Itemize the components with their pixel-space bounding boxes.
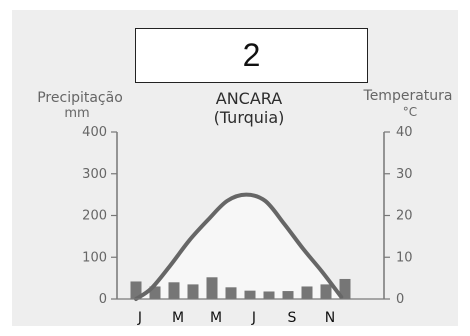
precipitation-bar xyxy=(187,284,199,299)
precipitation-bar xyxy=(168,282,180,299)
precipitation-bar xyxy=(206,277,218,299)
right-tick-label: 0 xyxy=(396,292,404,307)
precipitation-unit-label: mm xyxy=(64,106,90,121)
temperature-line xyxy=(134,192,344,301)
month-label: M xyxy=(172,310,184,326)
left-tick-label: 100 xyxy=(82,250,107,265)
month-label: N xyxy=(325,310,335,326)
left-tick-label: 400 xyxy=(82,125,107,140)
month-label: J xyxy=(137,310,142,326)
left-tick-label: 0 xyxy=(99,292,107,307)
right-tick-label: 30 xyxy=(396,167,413,182)
precipitation-bar xyxy=(263,291,275,299)
chart-title: ANCARA xyxy=(215,89,283,108)
precipitation-bar xyxy=(130,281,142,299)
right-tick-label: 20 xyxy=(396,209,413,224)
left-tick-label: 300 xyxy=(82,167,107,182)
precipitation-bar xyxy=(339,278,351,299)
right-tick-label: 40 xyxy=(396,125,413,140)
precipitation-bar xyxy=(320,284,332,299)
temperature-area xyxy=(136,194,342,299)
precipitation-bar xyxy=(282,291,294,299)
precipitation-bar xyxy=(149,286,161,299)
month-label: M xyxy=(210,310,222,326)
chart-subtitle: (Turquia) xyxy=(213,108,285,127)
left-tick-label: 200 xyxy=(82,209,107,224)
right-tick-label: 10 xyxy=(396,250,413,265)
month-label: S xyxy=(288,310,297,326)
precipitation-axis-label: Precipitação xyxy=(37,90,123,106)
number-box: 2 xyxy=(135,28,368,83)
temperature-unit-label: °C xyxy=(402,105,418,119)
precipitation-bar xyxy=(301,286,313,299)
precipitation-bar xyxy=(244,290,256,299)
precipitation-bar xyxy=(225,287,237,299)
temperature-axis-label: Temperatura xyxy=(363,88,453,104)
month-label: J xyxy=(251,310,256,326)
